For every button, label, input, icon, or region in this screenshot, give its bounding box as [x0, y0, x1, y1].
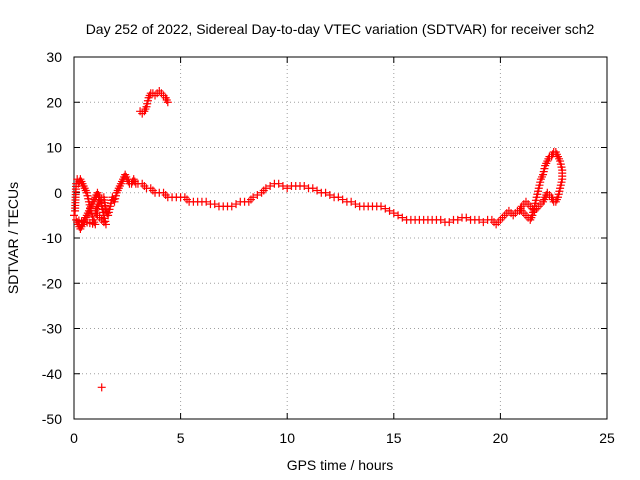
data-point [389, 209, 398, 218]
data-point [347, 197, 356, 206]
data-point [338, 195, 347, 204]
data-point [445, 218, 454, 227]
data-point [202, 197, 211, 206]
y-tick-label: -50 [42, 411, 62, 427]
grid [74, 57, 607, 419]
y-tick-label: 30 [46, 49, 62, 65]
data-point [325, 191, 334, 200]
x-tick-label: 10 [279, 430, 295, 446]
data-point [97, 383, 106, 392]
data-point [385, 206, 394, 215]
y-axis: 30 20 10 0 -10 -20 -30 -40 -50 [42, 49, 607, 427]
data-point [70, 211, 78, 220]
data-point [266, 181, 275, 190]
data-point [274, 179, 283, 188]
y-tick-label: -20 [42, 275, 62, 291]
data-point [308, 184, 317, 193]
x-axis: 0 5 10 15 20 25 [70, 57, 615, 446]
data-point [249, 193, 258, 202]
x-tick-label: 20 [493, 430, 509, 446]
data-point [436, 215, 445, 224]
y-tick-label: -30 [42, 321, 62, 337]
chart-title: Day 252 of 2022, Sidereal Day-to-day VTE… [86, 21, 595, 37]
data-point [394, 211, 403, 220]
y-tick-label: -10 [42, 230, 62, 246]
y-tick-label: 10 [46, 140, 62, 156]
x-tick-label: 25 [599, 430, 615, 446]
data-point [462, 213, 471, 222]
y-axis-title: SDTVAR / TECUs [5, 182, 21, 294]
data-point [300, 181, 309, 190]
data-point [283, 184, 292, 193]
data-point [278, 181, 287, 190]
data-point [227, 202, 236, 211]
data-point [163, 98, 172, 107]
plot-frame [73, 56, 608, 420]
y-tick-label: -40 [42, 366, 62, 382]
x-tick-label: 5 [177, 430, 185, 446]
data-point [453, 215, 462, 224]
y-tick-label: 20 [46, 94, 62, 110]
data-point [232, 200, 241, 209]
data-point [313, 186, 322, 195]
data-point [381, 204, 390, 213]
data-point [334, 193, 343, 202]
data-point [253, 191, 262, 200]
x-axis-title: GPS time / hours [287, 457, 394, 473]
data-point [515, 206, 524, 215]
x-tick-label: 0 [70, 430, 78, 446]
data-point [321, 188, 330, 197]
data-point [377, 202, 386, 211]
data-point [261, 184, 270, 193]
data-point [398, 213, 407, 222]
data-point [210, 200, 219, 209]
data-point [351, 200, 360, 209]
x-tick-label: 15 [386, 430, 402, 446]
data-points [70, 86, 567, 392]
data-point [475, 215, 484, 224]
y-tick-label: 0 [54, 185, 62, 201]
data-point [479, 218, 488, 227]
